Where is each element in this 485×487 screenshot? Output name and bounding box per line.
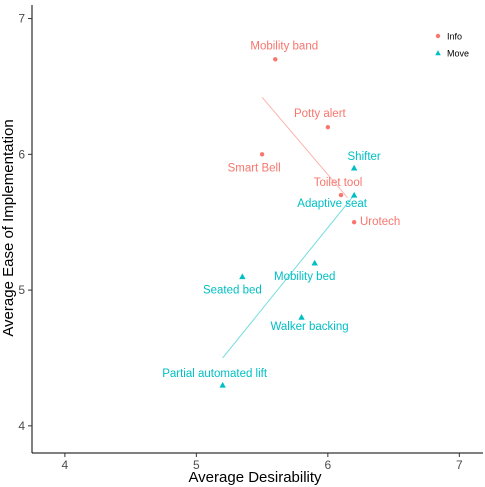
point-urotech bbox=[351, 220, 357, 225]
label-potty-alert: Potty alert bbox=[294, 108, 347, 120]
point-seated-bed bbox=[239, 273, 246, 280]
point-toilet-tool bbox=[338, 192, 344, 198]
y-tick-label: 6 bbox=[18, 147, 25, 161]
axis-ticks: 4 5 6 7 4 5 6 7 bbox=[18, 12, 463, 472]
x-tick-label: 5 bbox=[193, 458, 200, 472]
trend-lines bbox=[222, 96, 355, 359]
point-walker-backing bbox=[298, 314, 305, 320]
label-mobility-band: Mobility band bbox=[250, 40, 318, 52]
label-walker-backing: Walker backing bbox=[270, 321, 348, 333]
label-smart-bell: Smart Bell bbox=[228, 162, 281, 174]
point-mobility-bed bbox=[311, 259, 318, 266]
y-tick-label: 4 bbox=[18, 419, 25, 433]
point-potty-alert bbox=[325, 124, 331, 130]
legend: Info Move bbox=[435, 32, 469, 59]
info-trend-line bbox=[261, 96, 348, 199]
point-mobility-band bbox=[273, 57, 278, 62]
point-adaptive-seat bbox=[350, 191, 358, 198]
legend-move-label: Move bbox=[447, 49, 469, 59]
point-smart-bell bbox=[259, 152, 265, 157]
legend-info-key bbox=[435, 33, 441, 39]
move-trend-line bbox=[222, 194, 355, 359]
label-partial-automated-lift: Partial automated lift bbox=[162, 368, 268, 380]
axes bbox=[31, 5, 483, 454]
label-seated-bed: Seated bed bbox=[203, 285, 262, 297]
label-mobility-bed: Mobility bed bbox=[274, 271, 335, 283]
label-urotech: Urotech bbox=[360, 216, 400, 228]
label-toilet-tool: Toilet tool bbox=[314, 177, 363, 189]
x-tick-label: 6 bbox=[325, 458, 332, 472]
y-axis-title: Average Ease of Implementation bbox=[0, 119, 17, 336]
legend-move-key bbox=[435, 50, 441, 56]
x-tick-label: 7 bbox=[456, 458, 463, 472]
y-tick-label: 7 bbox=[18, 12, 25, 26]
x-tick-label: 4 bbox=[62, 458, 69, 472]
point-labels: Mobility band Potty alert Smart Bell Toilet… bbox=[162, 40, 400, 380]
point-shifter bbox=[350, 164, 358, 171]
data-points bbox=[219, 57, 358, 388]
y-tick-label: 5 bbox=[18, 283, 25, 297]
x-axis-title: Average Desirability bbox=[188, 469, 322, 486]
label-shifter: Shifter bbox=[348, 151, 381, 163]
label-adaptive-seat: Adaptive seat bbox=[297, 198, 367, 210]
legend-info-label: Info bbox=[447, 32, 462, 42]
point-partial-automated-lift bbox=[219, 381, 226, 388]
